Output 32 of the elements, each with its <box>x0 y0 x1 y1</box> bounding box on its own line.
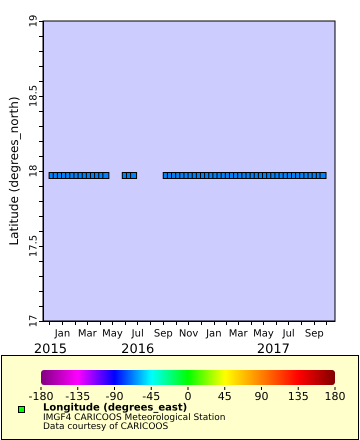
x-tick-label: Jan <box>54 328 70 340</box>
x-tick-label: Jul <box>282 328 295 340</box>
y-tick-label: 17 <box>28 314 40 328</box>
x-tick-label: May <box>102 328 123 340</box>
color-bar-label: 135 <box>288 390 309 403</box>
x2-tick-label: 2015 <box>34 342 67 357</box>
x-tick-label: Nov <box>178 328 198 340</box>
x-tick-label: Sep <box>304 328 324 340</box>
x-tick-label: Mar <box>78 328 98 340</box>
x-tick-label: May <box>253 328 274 340</box>
text: IMGF4 CARICOOS Meteorological Station <box>43 413 226 423</box>
y-tick-label: 18.5 <box>28 84 40 108</box>
text: Data courtesy of CARICOOS <box>43 422 168 432</box>
x-tick-label: Jul <box>130 328 144 340</box>
color-bar-label: -135 <box>65 390 90 403</box>
y-tick-label: 17.5 <box>28 234 40 258</box>
x-tick-label: Jan <box>205 328 222 340</box>
color-bar-title: Longitude (degrees_east) <box>43 402 188 414</box>
y-tick-label: 18 <box>28 164 40 178</box>
x2-tick-label: 2016 <box>121 342 154 357</box>
x2-tick-label: 2017 <box>256 342 290 357</box>
color-bar-label: -180 <box>28 390 54 403</box>
y-axis-title: Latitude (degrees_north) <box>7 96 21 246</box>
x-tick-label: Sep <box>154 328 173 340</box>
color-bar-label: 0 <box>184 390 192 403</box>
y-tick-label: 19 <box>28 14 40 28</box>
color-bar-label: 90 <box>254 390 268 403</box>
color-bar-label: -45 <box>142 390 160 403</box>
color-bar-label: -90 <box>106 390 124 403</box>
x-tick-label: Mar <box>228 328 249 340</box>
color-bar-label: 45 <box>218 390 232 403</box>
color-bar-label: 180 <box>324 390 346 403</box>
